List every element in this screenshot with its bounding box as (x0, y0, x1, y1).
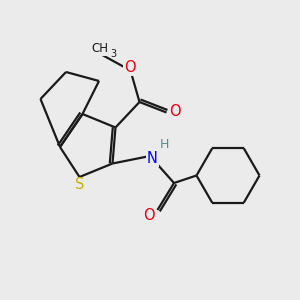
Text: N: N (147, 151, 158, 166)
Text: CH: CH (92, 42, 109, 55)
Text: O: O (169, 103, 181, 118)
Text: H: H (160, 138, 169, 151)
Text: S: S (75, 177, 85, 192)
Text: O: O (124, 60, 136, 75)
Text: 3: 3 (110, 49, 116, 59)
Text: O: O (143, 208, 155, 223)
